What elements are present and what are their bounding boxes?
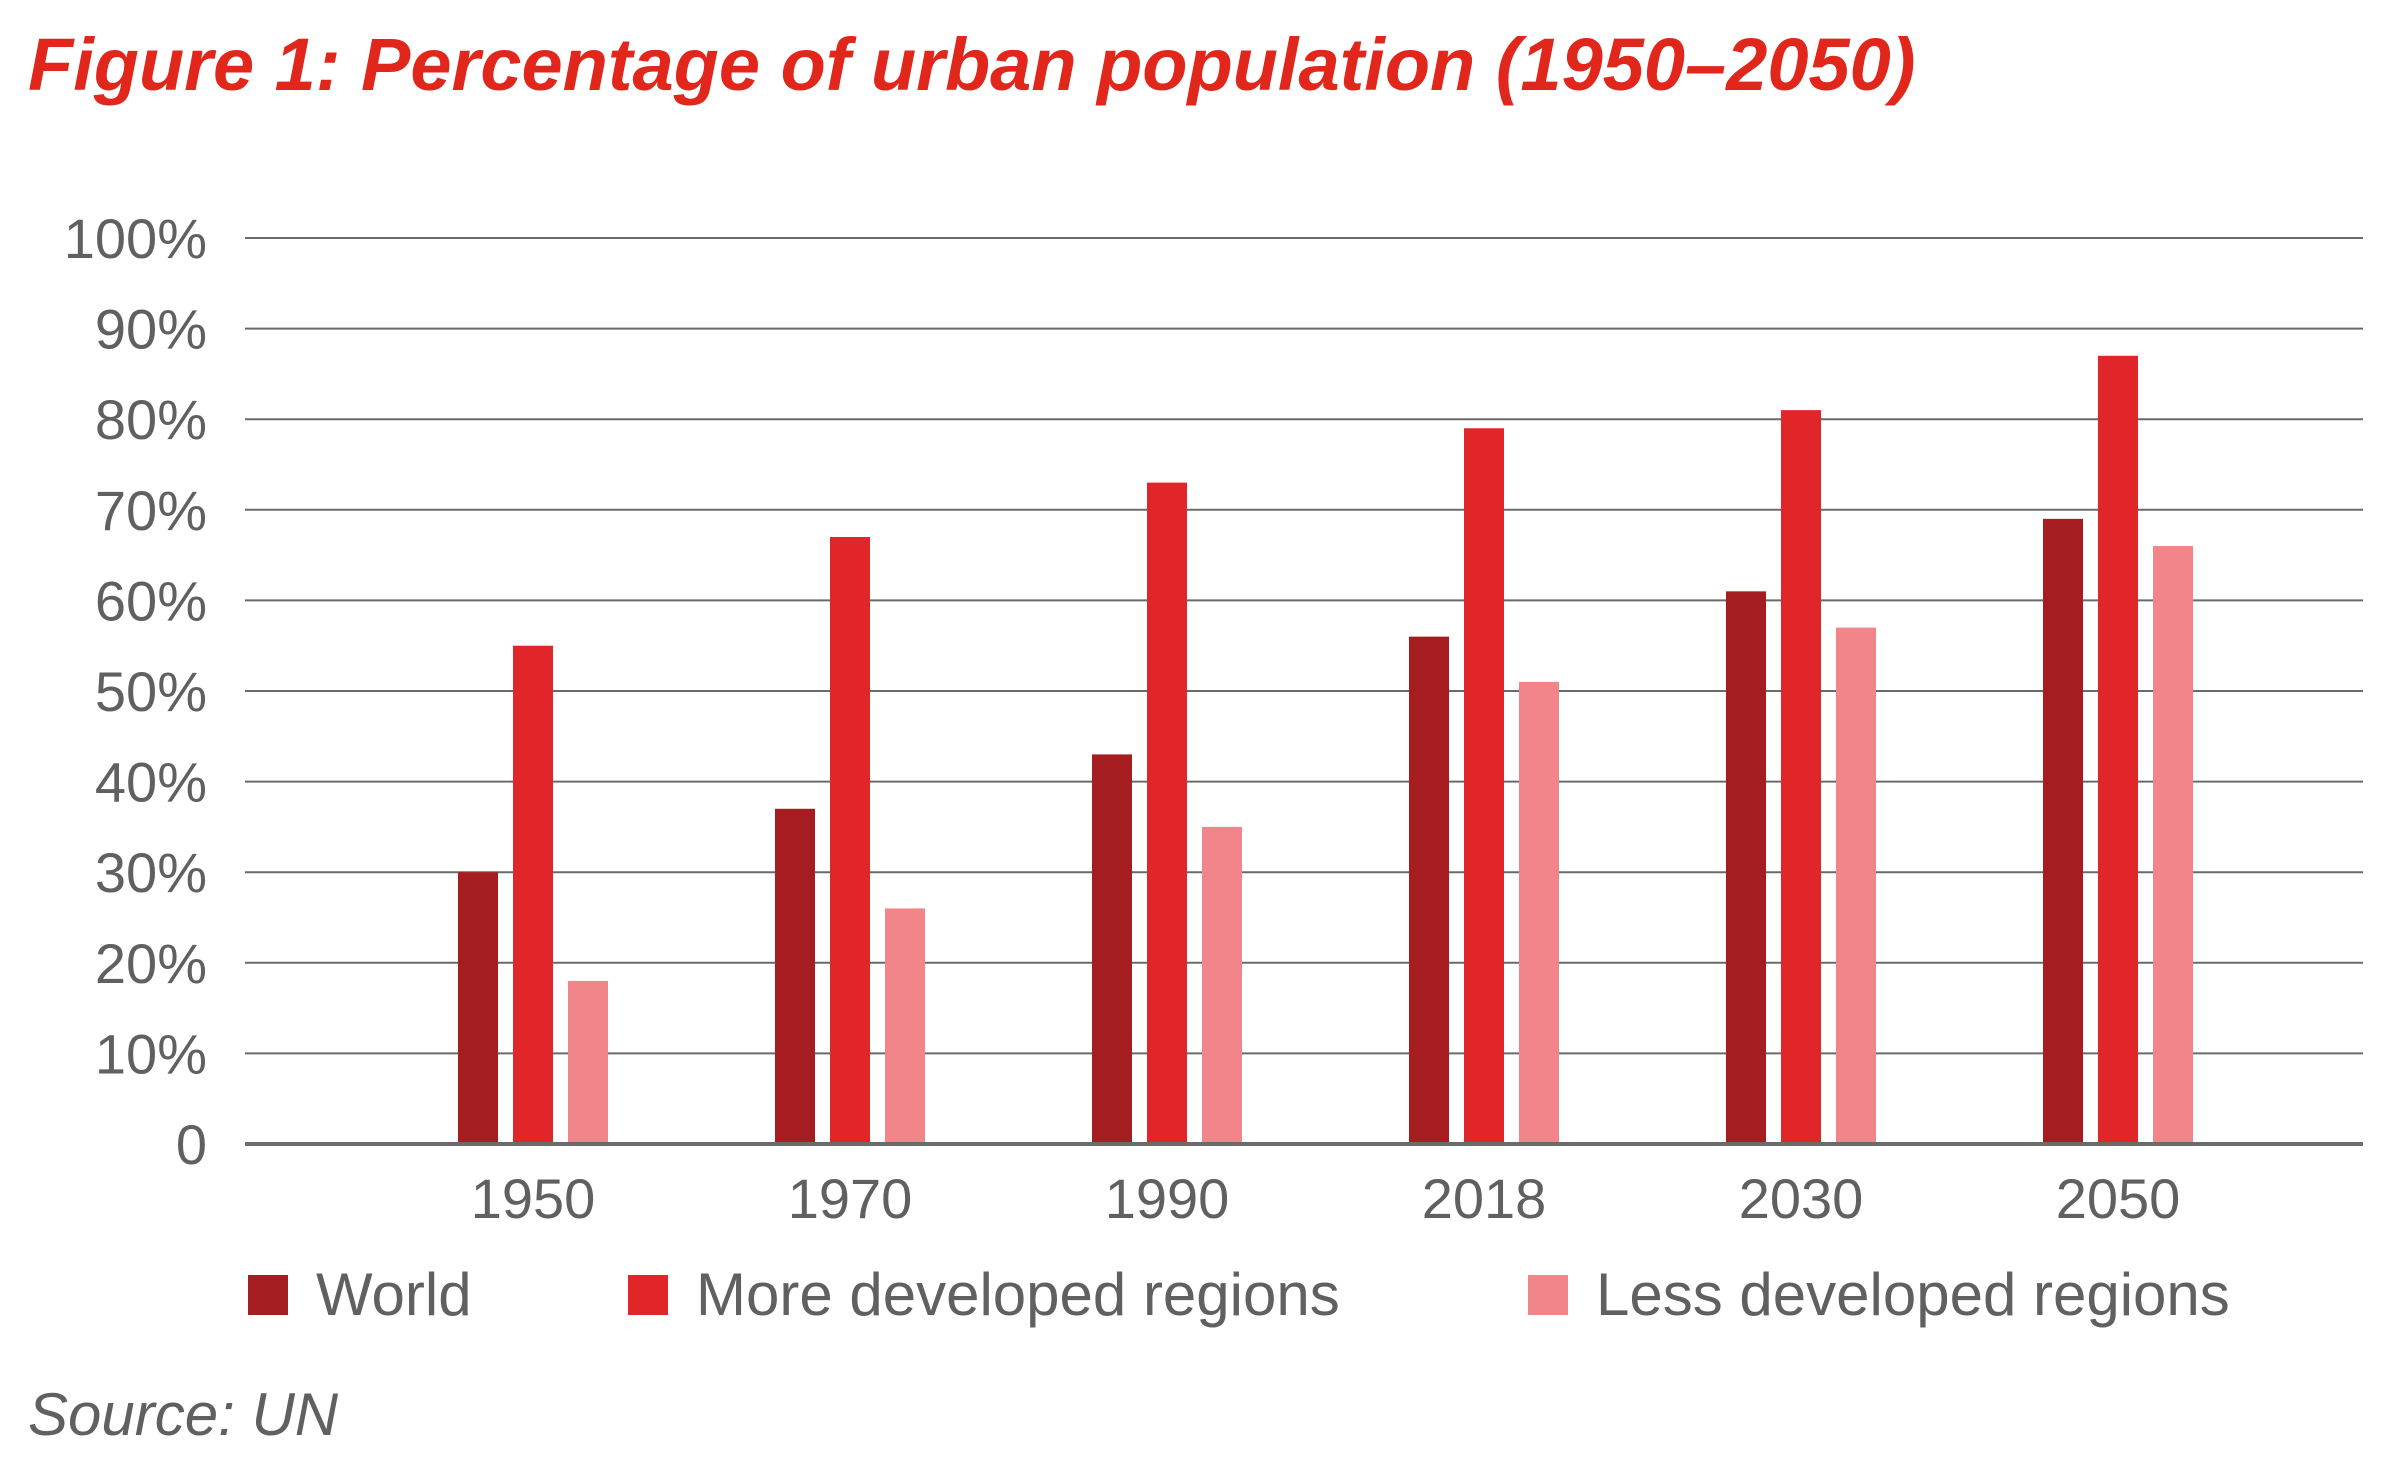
legend-item-more-developed-regions: More developed regions: [628, 1260, 1528, 1329]
bar-world-2050: [2043, 518, 2083, 1144]
legend-swatch: [1528, 1274, 1568, 1315]
y-tick-label: 10%: [95, 1022, 207, 1085]
bar-world-1970: [775, 808, 815, 1144]
legend: World More developed regions Less develope…: [248, 1260, 2230, 1329]
x-tick-label: 2018: [1422, 1167, 1547, 1230]
bar-less-developed-regions-2030: [1836, 627, 1876, 1144]
y-tick-label: 100%: [64, 207, 207, 270]
x-axis-ticks: 1950 1970 1990 2018 2030 2050: [471, 1167, 2181, 1230]
bar-more-developed-regions-2018: [1464, 428, 1504, 1144]
chart-title: Figure 1: Percentage of urban population…: [28, 23, 1916, 106]
source-note: Source: UN: [28, 1381, 339, 1448]
legend-label: World: [316, 1261, 472, 1328]
gridlines: [245, 237, 2363, 1055]
x-tick-label: 1970: [788, 1167, 913, 1230]
y-tick-label: 30%: [95, 841, 207, 904]
y-tick-label: 80%: [95, 388, 207, 451]
x-tick-label: 2030: [1739, 1167, 1864, 1230]
y-tick-label: 0: [176, 1113, 207, 1176]
bar-more-developed-regions-2050: [2098, 355, 2138, 1144]
legend-label: More developed regions: [696, 1261, 1340, 1328]
bar-less-developed-regions-1990: [1202, 826, 1242, 1144]
legend-item-less-developed-regions: Less developed regions: [1528, 1260, 2230, 1329]
x-tick-label: 2050: [2056, 1167, 2181, 1230]
y-tick-label: 20%: [95, 932, 207, 995]
bar-less-developed-regions-1950: [568, 980, 608, 1144]
bar-world-1950: [458, 872, 498, 1144]
bar-more-developed-regions-1950: [513, 645, 553, 1144]
bars: [458, 355, 2193, 1144]
legend-swatch: [628, 1274, 668, 1315]
y-tick-label: 90%: [95, 298, 207, 361]
legend-item-world: World: [248, 1260, 628, 1329]
y-tick-label: 40%: [95, 751, 207, 814]
bar-world-2018: [1409, 636, 1449, 1144]
y-tick-label: 50%: [95, 660, 207, 723]
y-tick-label: 70%: [95, 479, 207, 542]
x-tick-label: 1990: [1105, 1167, 1230, 1230]
legend-swatch: [248, 1274, 288, 1315]
bar-more-developed-regions-1970: [830, 536, 870, 1144]
bar-world-1990: [1092, 754, 1132, 1144]
bar-world-2030: [1726, 591, 1766, 1144]
bar-less-developed-regions-2050: [2153, 546, 2193, 1144]
bar-less-developed-regions-1970: [885, 908, 925, 1144]
bar-more-developed-regions-1990: [1147, 482, 1187, 1144]
y-tick-label: 60%: [95, 569, 207, 632]
bar-less-developed-regions-2018: [1519, 681, 1559, 1144]
legend-label: Less developed regions: [1596, 1261, 2230, 1328]
bar-more-developed-regions-2030: [1781, 410, 1821, 1144]
y-axis-ticks: 0 10% 20% 30% 40% 50% 60% 70% 80% 90% 100%: [64, 207, 207, 1176]
x-tick-label: 1950: [471, 1167, 596, 1230]
